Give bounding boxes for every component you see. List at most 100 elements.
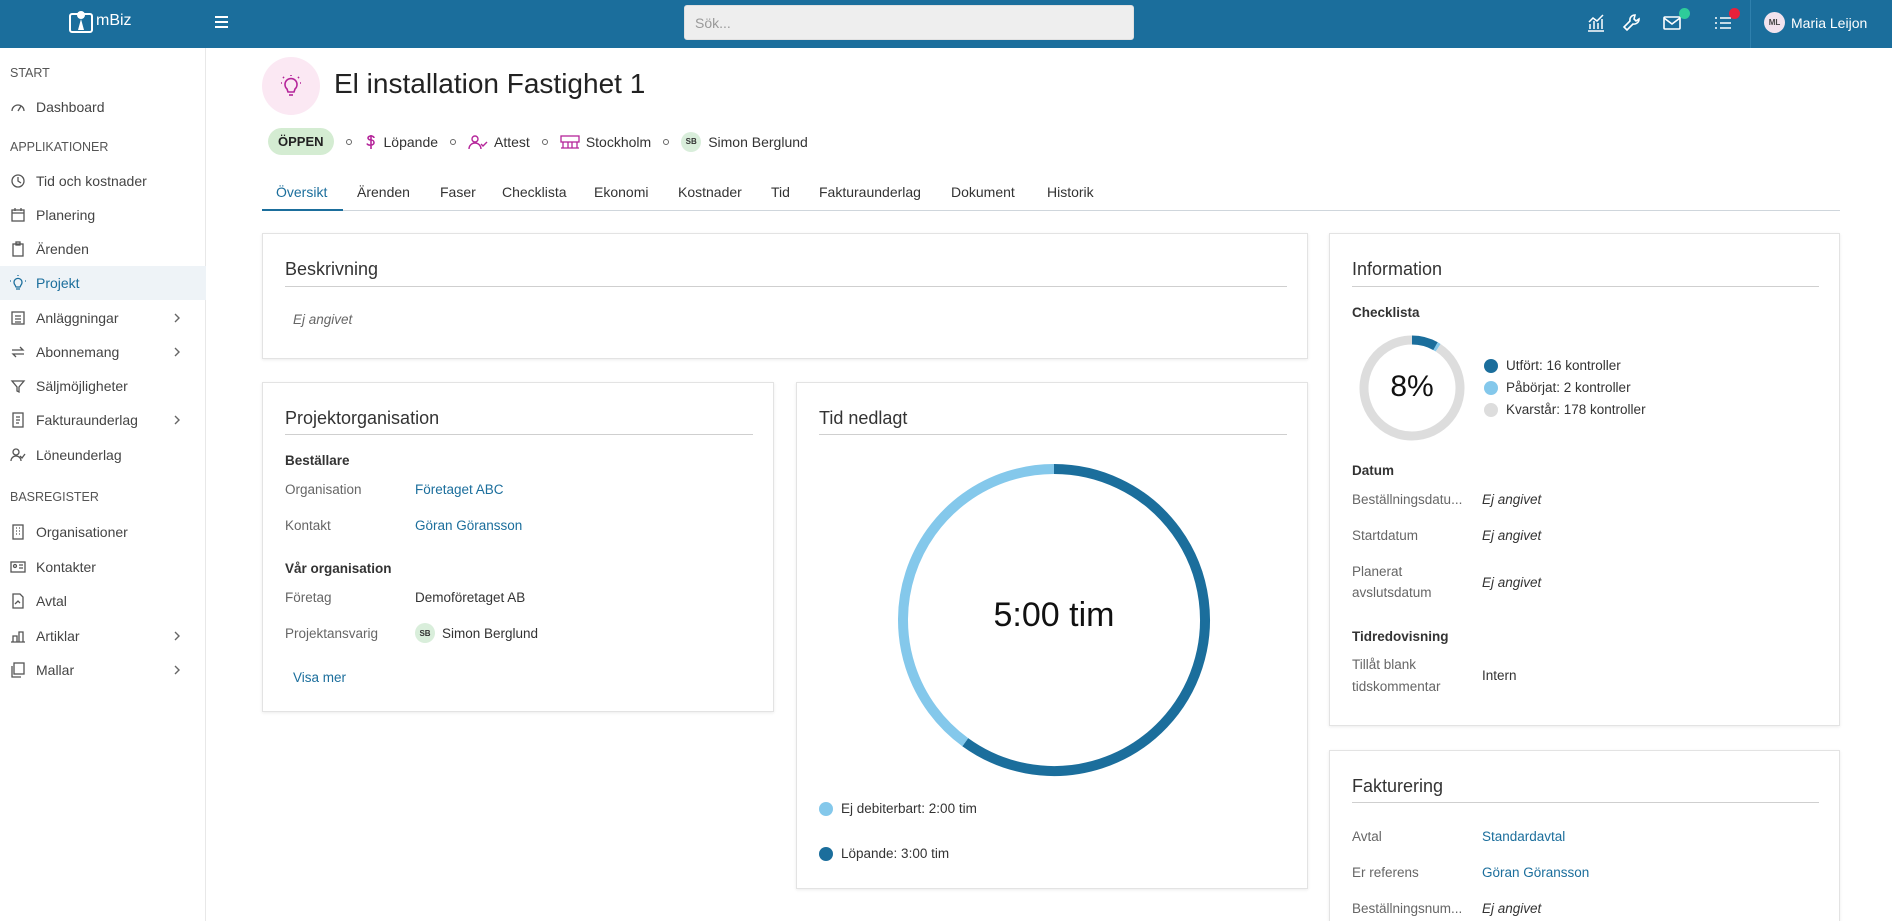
list-notification-dot bbox=[1729, 8, 1740, 19]
billing-type: Löpande bbox=[364, 134, 438, 150]
sidebar-item-fakturaunderlag[interactable]: Fakturaunderlag bbox=[0, 403, 206, 437]
card-title: Fakturering bbox=[1352, 776, 1444, 796]
project-meta: ÖPPEN Löpande Attest Stockholm SB Simon … bbox=[268, 128, 808, 155]
time-total: 5:00 tim bbox=[993, 596, 1115, 634]
sidebar-item-label: Löneunderlag bbox=[36, 447, 122, 463]
card-title: Beskrivning bbox=[285, 259, 379, 279]
legend-swatch bbox=[1484, 358, 1498, 373]
time-donut-chart bbox=[898, 464, 1210, 776]
legend-label: Utfört: 16 kontroller bbox=[1506, 358, 1621, 373]
org-link[interactable]: Företaget ABC bbox=[415, 482, 504, 497]
lightbulb-icon bbox=[281, 75, 301, 96]
donut-segment-lopande bbox=[962, 464, 1210, 776]
sidebar-item-label: Fakturaunderlag bbox=[36, 412, 138, 428]
legend-swatch bbox=[819, 846, 833, 861]
order-number-value: Ej angivet bbox=[1482, 901, 1542, 916]
sidebar-item-loneunderlag[interactable]: Löneunderlag bbox=[0, 438, 206, 472]
legend-swatch bbox=[819, 801, 833, 816]
location-label: Stockholm bbox=[585, 133, 652, 150]
list-icon[interactable] bbox=[1712, 12, 1734, 34]
sidebar-item-label: Kontakter bbox=[36, 559, 96, 575]
app-logo[interactable]: mBiz bbox=[68, 8, 132, 34]
project-manager[interactable]: SB Simon Berglund bbox=[681, 131, 808, 152]
sidebar-item-tid-och-kostnader[interactable]: Tid och kostnader bbox=[0, 164, 206, 198]
legend-swatch bbox=[1484, 380, 1498, 395]
sidebar-item-label: Ärenden bbox=[36, 241, 89, 257]
divider bbox=[1352, 802, 1819, 803]
user-name: Maria Leijon bbox=[1791, 14, 1868, 31]
tab-historik[interactable]: Historik bbox=[1047, 184, 1094, 200]
clipboard-icon bbox=[12, 241, 24, 257]
sidebar-item-arenden[interactable]: Ärenden bbox=[0, 232, 206, 266]
legend-item: Utfört: 16 kontroller bbox=[1484, 358, 1621, 373]
chart-icon[interactable] bbox=[1585, 12, 1607, 34]
invoicing-card: Fakturering Avtal Standardavtal Er refer… bbox=[1329, 750, 1840, 921]
sidebar-item-dashboard[interactable]: Dashboard bbox=[0, 90, 206, 124]
tab-oversikt[interactable]: Översikt bbox=[276, 184, 328, 200]
legend-label: Ej debiterbart: 2:00 tim bbox=[841, 801, 977, 816]
legend-label: Kvarstår: 178 kontroller bbox=[1506, 402, 1646, 417]
legend-item: Löpande: 3:00 tim bbox=[819, 846, 949, 861]
mail-icon[interactable] bbox=[1661, 12, 1683, 34]
contact-link[interactable]: Göran Göransson bbox=[415, 518, 523, 533]
reference-link[interactable]: Göran Göransson bbox=[1482, 865, 1590, 880]
mail-notification-dot bbox=[1679, 8, 1690, 19]
separator-dot bbox=[541, 138, 548, 145]
blank-comment-label-1: Tillåt blank bbox=[1352, 657, 1417, 672]
sidebar-item-saljmojligheter[interactable]: Säljmöjligheter bbox=[0, 369, 206, 403]
wrench-icon[interactable] bbox=[1621, 12, 1643, 34]
sidebar-item-kontakter[interactable]: Kontakter bbox=[0, 550, 206, 584]
agreement-link[interactable]: Standardavtal bbox=[1482, 829, 1566, 844]
chevron-right-icon bbox=[174, 631, 180, 641]
separator-dot bbox=[345, 138, 352, 145]
sidebar-item-abonnemang[interactable]: Abonnemang bbox=[0, 335, 206, 369]
user-menu[interactable]: ML Maria Leijon bbox=[1764, 12, 1867, 33]
tab-faser[interactable]: Faser bbox=[440, 184, 476, 200]
sidebar-item-planering[interactable]: Planering bbox=[0, 198, 206, 232]
templates-icon bbox=[11, 662, 25, 678]
information-card: Information Checklista 8% Utfört: 16 kon… bbox=[1329, 233, 1840, 726]
tab-dokument[interactable]: Dokument bbox=[951, 184, 1015, 200]
time-report-heading: Tidredovisning bbox=[1352, 629, 1449, 644]
time-card: Tid nedlagt 5:00 tim Ej debiterbart: 2:0… bbox=[796, 382, 1308, 889]
status-badge: ÖPPEN bbox=[268, 128, 334, 155]
blank-comment-value: Intern bbox=[1482, 668, 1517, 683]
agreement-label: Avtal bbox=[1352, 829, 1382, 844]
chevron-right-icon bbox=[174, 665, 180, 675]
tab-ekonomi[interactable]: Ekonomi bbox=[594, 184, 649, 200]
app-name: mBiz bbox=[96, 12, 132, 29]
menu-toggle-icon[interactable] bbox=[215, 13, 231, 33]
show-more-link[interactable]: Visa mer bbox=[293, 670, 347, 685]
sidebar-item-label: Tid och kostnader bbox=[36, 173, 147, 189]
tab-arenden[interactable]: Ärenden bbox=[357, 184, 410, 200]
divider bbox=[819, 434, 1287, 435]
order-number-label: Beställningsnum... bbox=[1352, 901, 1463, 916]
funnel-icon bbox=[10, 380, 26, 394]
project-tabs: Översikt Ärenden Faser Checklista Ekonom… bbox=[262, 176, 1840, 211]
card-title: Projektorganisation bbox=[285, 408, 440, 428]
sidebar-item-label: Anläggningar bbox=[36, 310, 119, 326]
sidebar-item-anlaggningar[interactable]: Anläggningar bbox=[0, 301, 206, 335]
tab-fakturaunderlag[interactable]: Fakturaunderlag bbox=[819, 184, 921, 200]
sidebar-item-label: Artiklar bbox=[36, 628, 80, 644]
search-input[interactable] bbox=[684, 5, 1134, 40]
tab-checklista[interactable]: Checklista bbox=[502, 184, 567, 200]
start-date-value: Ej angivet bbox=[1482, 528, 1542, 543]
sidebar-item-mallar[interactable]: Mallar bbox=[0, 653, 206, 687]
legend-label: Påbörjat: 2 kontroller bbox=[1506, 380, 1631, 395]
donut-segment-ej-debiterbart bbox=[898, 464, 1055, 747]
sidebar-item-organisationer[interactable]: Organisationer bbox=[0, 515, 206, 549]
description-value: Ej angivet bbox=[293, 312, 353, 327]
checklist-percent: 8% bbox=[1390, 370, 1434, 403]
tab-kostnader[interactable]: Kostnader bbox=[678, 184, 742, 200]
sidebar-item-avtal[interactable]: Avtal bbox=[0, 584, 206, 618]
divider bbox=[1352, 286, 1819, 287]
orderer-heading: Beställare bbox=[285, 453, 350, 468]
pm-value[interactable]: SB Simon Berglund bbox=[415, 623, 538, 643]
sidebar-item-projekt[interactable]: Projekt bbox=[0, 266, 206, 300]
sidebar-item-artiklar[interactable]: Artiklar bbox=[0, 619, 206, 653]
location: Stockholm bbox=[560, 134, 651, 150]
avatar: ML bbox=[1764, 12, 1785, 33]
tab-tid[interactable]: Tid bbox=[771, 184, 790, 200]
active-tab-indicator bbox=[262, 209, 343, 211]
